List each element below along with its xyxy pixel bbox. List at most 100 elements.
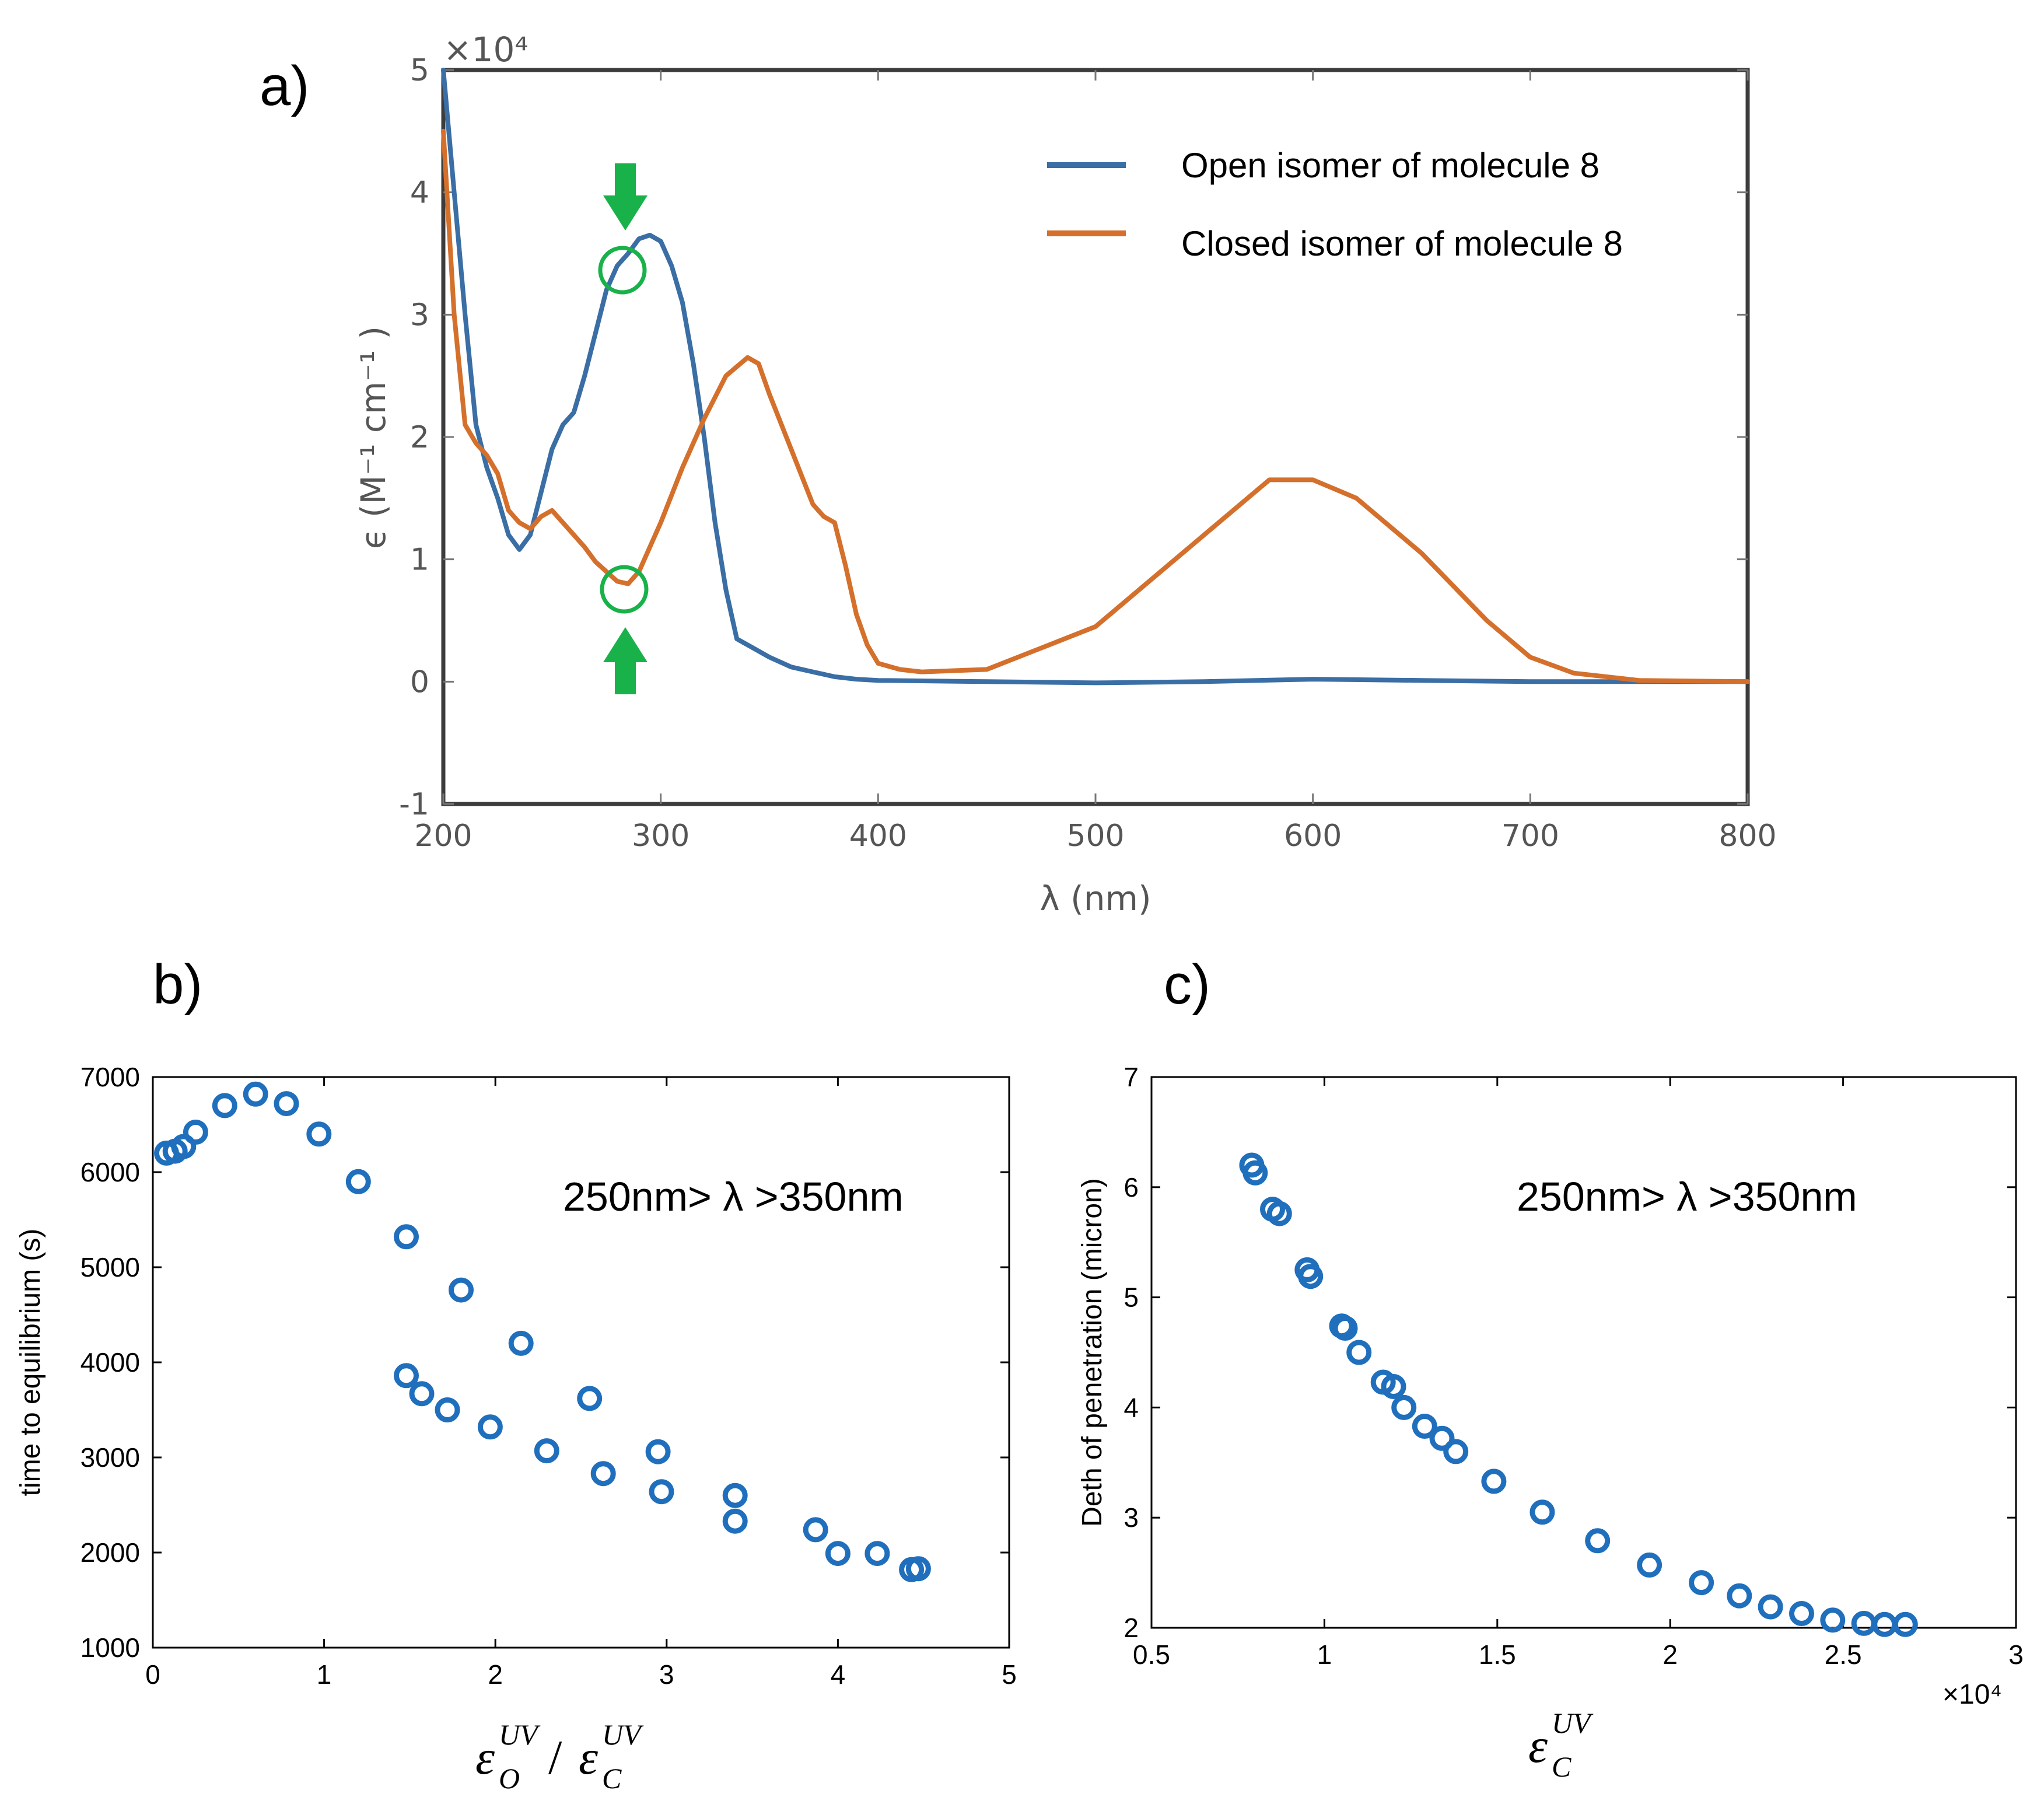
panel-b-data-point: [477, 1414, 503, 1440]
panel-b-data-point: [905, 1556, 931, 1582]
panel-b-points: [154, 1081, 931, 1582]
panel-b-data-point: [394, 1363, 419, 1389]
panel-b-label: b): [153, 953, 202, 1016]
panel-a-x-axis-label: λ (nm): [1040, 879, 1151, 918]
legend-label-closed: Closed isomer of molecule 8: [1181, 224, 1623, 263]
panel-a-ticks: 200 300 400 500 600 700 800 -1 0 1 2 3 4 5: [399, 53, 1776, 854]
panel-a-x-tick-label: 200: [414, 819, 472, 854]
panel-b-data-point: [534, 1438, 559, 1464]
panel-a-legend: Open isomer of molecule 8 Closed isomer …: [1047, 146, 1623, 263]
panel-c-xlabel-sub: C: [1552, 1750, 1572, 1783]
panel-a-y-tick-label: -1: [399, 787, 429, 822]
panel-c-x-tick-label: 1.5: [1479, 1639, 1516, 1670]
panel-c-data-point: [1637, 1552, 1662, 1578]
panel-a-x-tick-label: 400: [849, 819, 907, 854]
panel-a-y-tick-label: 0: [410, 665, 429, 700]
panel-a-y-tick-label: 1: [410, 543, 429, 578]
panel-b-xlabel-eps1: ε: [475, 1730, 495, 1785]
panel-a-x-tick-label: 500: [1066, 819, 1124, 854]
panel-b-y-tick-label: 5000: [80, 1252, 140, 1282]
panel-c-data-point: [1381, 1374, 1406, 1399]
panel-b-xlabel-eps2: ε: [579, 1730, 598, 1785]
panel-c-data-point: [1346, 1340, 1372, 1365]
panel-b-x-axis-label: ε UV O / ε UV C: [475, 1718, 644, 1795]
open-isomer-marker-circle: [598, 246, 647, 295]
panel-b: b) 0 1 2 3 4 5 1000 2000 3000 4000 5000 6000 7000 25…: [15, 953, 1017, 1795]
panel-c-ticks: 0.5 1 1.5 2 2.5 3 2 3 4 5 6 7: [1124, 1062, 2023, 1670]
panel-a-series: [441, 68, 1750, 686]
panel-c: c) 0.5 1 1.5 2 2.5 3 2 3 4 5 6 7 250nm> λ >350nm ×1…: [1077, 953, 2024, 1783]
panel-c-data-point: [1298, 1264, 1324, 1289]
panel-b-x-tick-label: 2: [488, 1659, 503, 1690]
panel-b-ticks: 0 1 2 3 4 5 1000 2000 3000 4000 5000 6000 7000: [80, 1062, 1017, 1690]
panel-c-data-point: [1391, 1394, 1417, 1420]
panel-c-data-point: [1242, 1160, 1268, 1186]
panel-a-y-tick-label: 2: [410, 420, 429, 455]
panel-a-x-tick-label: 800: [1718, 819, 1776, 854]
panel-c-y-tick-label: 5: [1124, 1282, 1139, 1313]
panel-c-y-tick-label: 7: [1124, 1062, 1139, 1092]
panel-c-data-point: [1727, 1583, 1752, 1609]
panel-c-data-point: [1429, 1425, 1455, 1451]
panel-c-y-tick-label: 6: [1124, 1172, 1139, 1202]
panel-c-x-tick-label: 1: [1317, 1639, 1332, 1670]
panel-c-annotation: 250nm> λ >350nm: [1517, 1174, 1857, 1219]
panel-b-x-tick-label: 0: [145, 1659, 160, 1690]
panel-b-xlabel-sup1: UV: [499, 1718, 541, 1751]
panel-c-x-tick-label: 2: [1662, 1639, 1678, 1670]
panel-b-data-point: [212, 1093, 237, 1118]
panel-b-data-point: [409, 1381, 435, 1407]
panel-c-y-tick-label: 2: [1124, 1613, 1139, 1643]
panel-a-x-tick-label: 700: [1502, 819, 1559, 854]
panel-b-data-point: [449, 1277, 474, 1303]
legend-label-open: Open isomer of molecule 8: [1181, 146, 1600, 185]
panel-c-data-point: [1820, 1607, 1846, 1633]
panel-b-xlabel-sub1: O: [499, 1762, 520, 1795]
panel-b-xlabel-sub2: C: [602, 1762, 622, 1795]
panel-a-y-axis-label: ϵ (M⁻¹ cm⁻¹ ): [354, 326, 393, 549]
closed-isomer-marker-circle: [600, 565, 649, 614]
panel-b-data-point: [803, 1517, 828, 1543]
panel-c-y-tick-label: 4: [1124, 1392, 1139, 1422]
panel-c-x-tick-label: 0.5: [1133, 1639, 1170, 1670]
series-line-open: [441, 68, 1750, 686]
panel-c-data-point: [1585, 1528, 1611, 1554]
panel-c-label: c): [1164, 953, 1210, 1016]
panel-b-y-axis-label: time to equilibrium (s): [15, 1229, 46, 1497]
up-arrow-icon: [603, 627, 648, 694]
panel-b-data-point: [274, 1091, 299, 1117]
panel-a-y-tick-label: 5: [410, 53, 429, 88]
series-line-closed: [441, 128, 1750, 684]
panel-b-data-point: [171, 1134, 197, 1159]
panel-a-x-tick-label: 600: [1284, 819, 1342, 854]
panel-b-data-point: [577, 1386, 603, 1411]
panel-b-data-point: [649, 1479, 674, 1505]
panel-b-data-point: [722, 1483, 748, 1508]
panel-b-x-tick-label: 3: [659, 1659, 674, 1690]
panel-b-y-tick-label: 4000: [80, 1347, 140, 1378]
panel-c-data-point: [1266, 1201, 1292, 1226]
panel-c-points: [1239, 1152, 1918, 1637]
panel-b-data-point: [394, 1224, 419, 1250]
panel-b-x-tick-label: 4: [831, 1659, 846, 1690]
panel-c-plot-area: [1150, 1076, 2017, 1629]
panel-a-markers: [598, 163, 649, 694]
panel-b-data-point: [645, 1439, 671, 1464]
panel-c-x-axis-label: ε UV C: [1528, 1707, 1594, 1783]
panel-b-data-point: [435, 1397, 460, 1422]
panel-a-label: a): [260, 55, 309, 117]
panel-c-y-tick-label: 3: [1124, 1502, 1139, 1533]
panel-b-x-tick-label: 5: [1002, 1659, 1017, 1690]
panel-c-data-point: [1332, 1316, 1358, 1341]
panel-b-x-tick-label: 1: [317, 1659, 332, 1690]
panel-b-y-tick-label: 7000: [80, 1062, 140, 1092]
panel-c-data-point: [1443, 1439, 1469, 1464]
panel-c-data-point: [1892, 1611, 1918, 1637]
panel-b-data-point: [508, 1330, 534, 1356]
panel-b-data-point: [306, 1121, 332, 1147]
panel-b-y-tick-label: 2000: [80, 1537, 140, 1568]
panel-c-xlabel-eps: ε: [1528, 1719, 1548, 1773]
panel-b-data-point: [590, 1461, 616, 1487]
panel-b-y-tick-label: 6000: [80, 1157, 140, 1187]
